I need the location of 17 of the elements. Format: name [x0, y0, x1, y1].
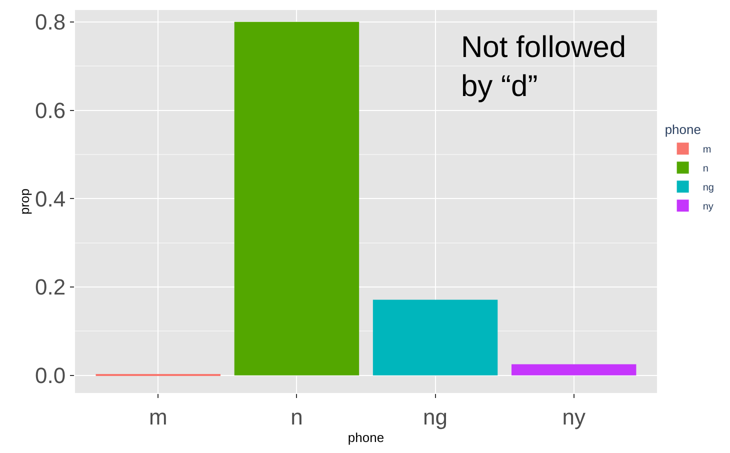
legend-label: n: [702, 164, 708, 175]
annotation: Not followed by “d”: [461, 31, 626, 103]
y-tick-label: 0.6: [35, 98, 66, 123]
y-tick-label: 0.8: [35, 10, 66, 35]
x-tick-label: m: [148, 404, 168, 430]
legend-title: phone: [664, 122, 701, 138]
y-tick-label: 0.4: [35, 186, 66, 212]
y-tick-label: 0.2: [35, 274, 66, 300]
legend-label: ny: [702, 202, 714, 213]
legend-label: m: [702, 144, 712, 156]
y-axis-title: prop: [16, 188, 32, 215]
legend-label: ng: [702, 182, 714, 194]
y-tick-label: 0.0: [35, 363, 66, 388]
x-tick-label: n: [290, 404, 303, 430]
x-tick-label: ny: [562, 404, 586, 430]
x-axis-title: phone: [348, 430, 384, 445]
x-tick-label: ng: [423, 404, 448, 430]
